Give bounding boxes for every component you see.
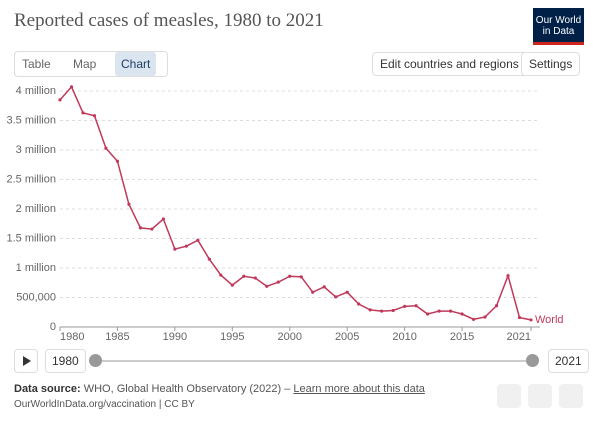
share-button[interactable] [528,384,552,408]
y-tick-label: 1 million [16,262,56,274]
tab-chart[interactable]: Chart [115,52,157,76]
point [311,290,315,294]
y-tick-label: 3 million [16,144,56,156]
point [403,304,407,308]
point [426,312,430,316]
x-tick-label: 2015 [450,331,474,343]
x-tick-label: 1990 [163,331,187,343]
point [448,309,453,313]
edit-button[interactable]: Edit countries and regions [372,52,527,76]
url[interactable]: OurWorldInData.org/vaccination | CC BY [14,399,195,410]
settings-button[interactable]: Settings [521,52,581,76]
point [517,315,522,320]
tab-map[interactable]: Map [73,57,97,71]
point [92,114,97,118]
point [253,276,257,280]
play-button[interactable] [14,349,38,373]
point [494,304,499,308]
point [334,295,338,299]
play-icon [23,356,31,366]
y-tick-label: 2 million [16,203,56,215]
point [150,227,154,231]
series-label: World [535,314,564,326]
point [288,274,292,278]
x-tick-label: 2005 [335,331,359,343]
timeline-track [95,360,532,362]
point [173,247,177,251]
timeline-handle[interactable] [89,354,102,367]
point [230,283,234,287]
timeline-end[interactable]: 2021 [548,349,589,373]
point [414,304,418,308]
point [265,284,269,288]
point [391,308,395,313]
y-tick-label: 4 million [16,85,56,97]
point [483,315,487,319]
point [104,146,108,150]
point [81,111,85,115]
point [299,275,303,279]
chart: 0 500,000 1 million 1.5 million 2 million 2.5… [6,85,564,343]
x-tick-label: 2010 [392,331,416,343]
y-tick-label: 1.5 million [6,232,56,244]
learn-more-link[interactable]: Learn more about this data [293,383,425,395]
source-line: Data source: WHO, Global Health Observat… [14,383,425,395]
tab-group [14,51,168,77]
logo[interactable]: Our World in Data [533,8,584,45]
point [345,290,349,294]
point [196,238,200,242]
point [242,274,246,278]
y-tick-label: 0 [50,321,56,333]
point [322,285,326,289]
point [138,226,143,230]
point [471,317,476,321]
point [58,98,62,102]
point [161,217,165,221]
source-label: Data source: [14,383,81,395]
x-tick-label: 2000 [278,331,302,343]
fullscreen-button[interactable] [559,384,583,408]
y-tick-label: 500,000 [16,291,56,303]
x-tick-label: 1985 [105,331,129,343]
point [184,244,188,248]
point [357,302,361,306]
y-tick-label: 3.5 million [6,114,56,126]
y-tick-label: 2.5 million [6,173,56,185]
point [368,308,372,312]
point [276,280,280,284]
source: WHO, Global Health Observatory (2022) – [83,383,291,395]
x-tick-label: 1980 [60,331,84,343]
point [437,309,441,313]
point [69,85,74,89]
x-tick-label: 1995 [220,331,244,343]
line [59,85,532,321]
x-tick-label: 2021 [507,331,531,343]
point [207,257,211,261]
timeline-handle[interactable] [526,354,539,367]
tab-table[interactable]: Table [22,57,51,71]
chart-title: Reported cases of measles, 1980 to 2021 [14,10,324,31]
point [380,309,384,313]
download-button[interactable] [497,384,521,408]
point [529,318,533,322]
point [115,159,120,163]
point [506,274,510,278]
point [127,202,131,206]
timeline-start[interactable]: 1980 [45,349,86,373]
point [460,312,464,316]
point [219,273,223,277]
